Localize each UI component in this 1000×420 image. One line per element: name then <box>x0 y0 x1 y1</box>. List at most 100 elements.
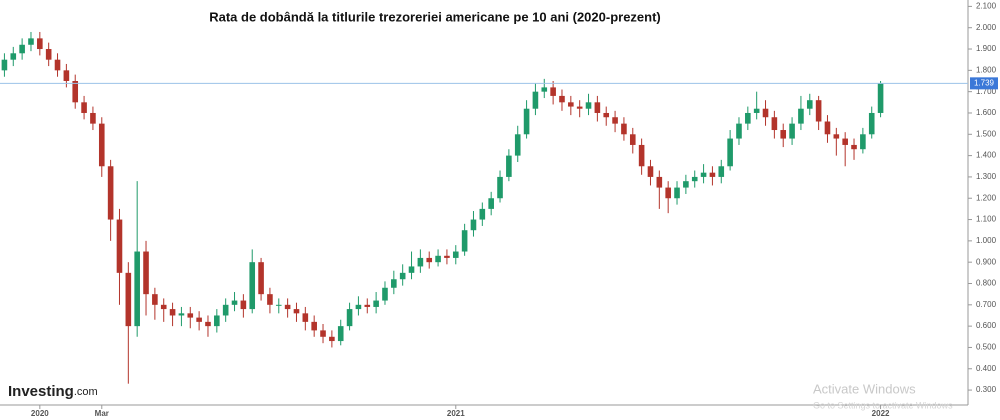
candle-body <box>824 121 831 135</box>
candle-body <box>302 313 309 322</box>
candle-body <box>762 108 769 118</box>
candle-body <box>833 134 840 139</box>
candle-body <box>399 272 406 280</box>
candle-body <box>621 123 627 135</box>
y-tick-label: 2.100 <box>976 2 997 11</box>
y-tick-label: 1.400 <box>976 151 997 160</box>
brand: Investing.com <box>8 383 98 400</box>
candle-body <box>541 87 548 92</box>
candle-body <box>337 326 344 342</box>
candle-body <box>19 44 25 54</box>
x-tick-label: 2021 <box>447 409 465 418</box>
y-tick-label: 1.000 <box>976 236 997 245</box>
watermark-subtitle: Go to Settings to activate Windows <box>813 400 953 410</box>
candle-body <box>116 219 123 273</box>
candle-body <box>550 87 556 96</box>
candle-body <box>594 102 601 113</box>
candle-body <box>745 112 751 124</box>
candle-body <box>275 304 282 306</box>
candle-body <box>311 321 317 331</box>
candle-body <box>152 294 158 305</box>
y-tick-label: 0.400 <box>976 364 997 373</box>
candle-body <box>329 336 335 342</box>
candle-body <box>629 134 636 145</box>
brand-name: Investing <box>8 383 74 400</box>
candle-body <box>452 251 459 258</box>
candle-body <box>267 294 273 305</box>
candle-body <box>683 181 689 188</box>
candle-body <box>284 304 291 310</box>
candle-body <box>37 38 43 50</box>
candle-body <box>72 81 79 103</box>
candle-body <box>656 176 663 188</box>
candle-body <box>10 53 17 60</box>
y-tick-label: 1.700 <box>976 87 997 96</box>
candle-body <box>205 321 211 327</box>
candle-body <box>435 255 441 263</box>
y-tick-label: 1.600 <box>976 108 997 117</box>
y-tick-label: 0.800 <box>976 279 997 288</box>
candle-body <box>143 251 149 295</box>
y-tick-label: 0.900 <box>976 257 997 266</box>
candle-body <box>187 313 194 318</box>
candle-body <box>134 251 140 327</box>
candle-body <box>258 262 264 295</box>
candle-body <box>559 95 565 103</box>
candle-body <box>54 59 61 71</box>
y-tick-label: 1.100 <box>976 215 997 224</box>
candle-body <box>426 257 433 263</box>
candle-body <box>222 304 229 316</box>
y-tick-label: 1.900 <box>976 44 997 53</box>
candle-body <box>479 208 486 220</box>
candle-body <box>391 279 397 288</box>
candle-body <box>196 317 202 322</box>
candle-body <box>789 123 795 139</box>
candle-body <box>231 300 238 305</box>
candle-body <box>408 266 415 273</box>
y-tick-label: 0.600 <box>976 321 997 330</box>
candle-body <box>700 172 707 177</box>
x-tick-label: Mar <box>95 409 109 418</box>
candle-body <box>806 100 813 109</box>
candle-body <box>798 108 804 124</box>
candle-body <box>877 83 884 113</box>
candle-body <box>81 102 87 113</box>
candle-body <box>169 309 176 316</box>
candle-body <box>691 176 698 182</box>
candle-body <box>63 70 70 81</box>
candle-body <box>727 138 733 167</box>
y-tick-label: 1.800 <box>976 65 997 74</box>
candle-body <box>249 262 256 310</box>
candle-body <box>293 309 300 314</box>
candle-body <box>771 117 778 131</box>
candle-body <box>90 112 96 124</box>
candle-body <box>497 176 503 199</box>
candle-body <box>506 155 512 177</box>
y-tick-label: 0.700 <box>976 300 997 309</box>
y-tick-label: 0.500 <box>976 343 997 352</box>
candle-body <box>638 144 645 167</box>
candle-body <box>382 287 388 301</box>
candle-body <box>98 123 105 167</box>
candle-body <box>417 257 424 267</box>
candle-body <box>125 272 132 327</box>
candle-body <box>842 138 848 145</box>
candle-body <box>160 304 167 310</box>
candle-body <box>815 100 822 122</box>
candle-body <box>603 112 610 118</box>
candle-body <box>373 300 379 307</box>
candle-body <box>214 315 220 327</box>
candle-body <box>576 106 583 109</box>
candle-body <box>780 130 787 139</box>
candle-body <box>612 117 618 124</box>
candle-body <box>488 198 494 209</box>
candle-body <box>585 102 592 109</box>
candle-body <box>851 144 857 150</box>
candle-body <box>240 300 247 310</box>
candle-body <box>523 108 530 135</box>
candle-body <box>470 219 477 231</box>
x-tick-label: 2020 <box>31 409 49 418</box>
candle-body <box>736 123 742 139</box>
candle-body <box>364 304 371 307</box>
